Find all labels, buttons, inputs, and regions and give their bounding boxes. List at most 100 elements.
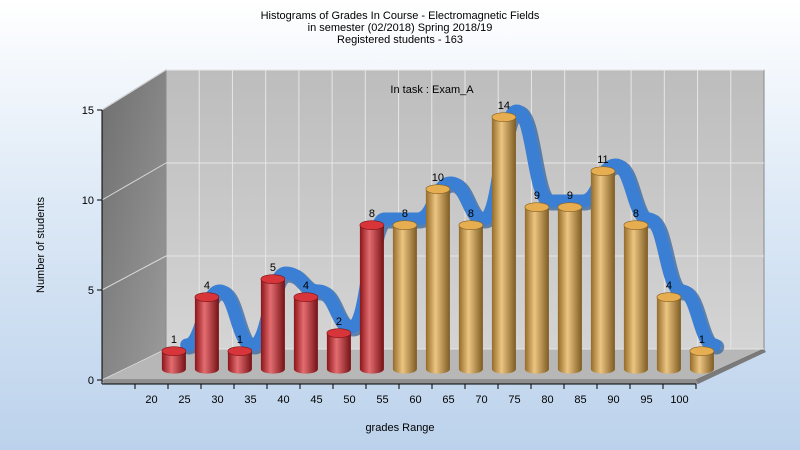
x-tick-label: 55 xyxy=(376,394,388,406)
bar-value-label: 8 xyxy=(369,208,375,220)
bar-top xyxy=(293,292,319,302)
bar: 1 xyxy=(227,334,253,374)
left-wall xyxy=(101,69,167,381)
x-tick-label: 80 xyxy=(541,394,553,406)
bar-body xyxy=(293,297,318,374)
bar-top xyxy=(656,292,682,302)
x-tick-label: 45 xyxy=(310,394,322,406)
x-tick-label: 75 xyxy=(508,394,520,406)
bar-body xyxy=(656,297,681,374)
x-tick-label: 70 xyxy=(475,394,487,406)
floor-edge xyxy=(102,380,698,384)
title-line-1: Histograms of Grades In Course - Electro… xyxy=(260,10,540,22)
bar-value-label: 1 xyxy=(237,334,243,346)
x-tick-label: 25 xyxy=(178,394,190,406)
bar-value-label: 1 xyxy=(699,334,705,346)
title-line-2: in semester (02/2018) Spring 2018/19 xyxy=(307,22,493,34)
x-tick-label: 65 xyxy=(442,394,454,406)
x-tick-label: 20 xyxy=(145,394,157,406)
x-axis-title: grades Range xyxy=(365,422,434,434)
annotation-label: In task : Exam_A xyxy=(390,84,474,96)
bar-body xyxy=(689,351,714,374)
bar-top xyxy=(392,220,418,230)
bar-top xyxy=(161,346,187,356)
bar: 5 xyxy=(260,262,286,374)
bar-top xyxy=(524,202,550,212)
x-tick-label: 30 xyxy=(211,394,223,406)
y-tick-label: 5 xyxy=(88,285,94,297)
bar-value-label: 8 xyxy=(633,208,639,220)
bar-body xyxy=(458,225,483,374)
x-tick-label: 85 xyxy=(574,394,586,406)
y-tick-label: 15 xyxy=(82,105,94,117)
bar: 8 xyxy=(359,208,385,374)
bar-value-label: 4 xyxy=(204,280,210,292)
grid-line-wall xyxy=(101,255,167,291)
bar-value-label: 5 xyxy=(270,262,276,274)
bar-top xyxy=(194,292,220,302)
bar-body xyxy=(194,297,219,374)
bar: 4 xyxy=(293,280,319,374)
x-tick-label: 100 xyxy=(670,394,688,406)
bar-value-label: 4 xyxy=(303,280,309,292)
bar-top xyxy=(260,274,286,284)
bar-body xyxy=(491,117,516,374)
bar: 10 xyxy=(425,172,451,374)
bar-top xyxy=(557,202,583,212)
floor-side-edge xyxy=(696,349,766,384)
bar-body xyxy=(359,225,384,374)
bar-value-label: 8 xyxy=(402,208,408,220)
x-tick-label: 60 xyxy=(409,394,421,406)
x-tick-label: 35 xyxy=(244,394,256,406)
grid-line-wall xyxy=(101,162,167,201)
bar-body xyxy=(326,333,351,374)
y-tick-label: 0 xyxy=(88,375,94,387)
bar: 9 xyxy=(524,190,550,374)
bar-value-label: 1 xyxy=(171,334,177,346)
bar-body xyxy=(524,207,549,374)
x-tick-label: 90 xyxy=(607,394,619,406)
bar-top xyxy=(458,220,484,230)
x-tick-label: 95 xyxy=(640,394,652,406)
x-tick-label: 50 xyxy=(343,394,355,406)
bar-top xyxy=(590,166,616,176)
bar: 14 xyxy=(491,100,517,374)
bar-top xyxy=(689,346,715,356)
bar: 1 xyxy=(161,334,187,374)
bar-value-label: 8 xyxy=(468,208,474,220)
bar-value-label: 9 xyxy=(534,190,540,202)
y-tick-label: 10 xyxy=(82,195,94,207)
bar-value-label: 2 xyxy=(336,316,342,328)
bar-value-label: 14 xyxy=(498,100,510,112)
bar-value-label: 9 xyxy=(567,190,573,202)
bar: 8 xyxy=(392,208,418,374)
bar-body xyxy=(590,171,615,374)
chart-title: Histograms of Grades In Course - Electro… xyxy=(0,10,800,46)
bar-body xyxy=(425,189,450,374)
bar: 8 xyxy=(458,208,484,374)
x-tick-label: 40 xyxy=(277,394,289,406)
bar-body xyxy=(161,351,186,374)
bar-value-label: 4 xyxy=(666,280,672,292)
bar-top xyxy=(491,112,517,122)
y-axis-title: Number of students xyxy=(35,197,47,293)
bar: 2 xyxy=(326,316,352,374)
bar: 4 xyxy=(194,280,220,374)
grid-line-wall xyxy=(101,348,167,381)
bar-top xyxy=(227,346,253,356)
bar-top xyxy=(359,220,385,230)
bar-top xyxy=(623,220,649,230)
bar: 4 xyxy=(656,280,682,374)
bar: 8 xyxy=(623,208,649,374)
title-line-3: Registered students - 163 xyxy=(337,34,463,46)
bar-body xyxy=(392,225,417,374)
bar-body xyxy=(227,351,252,374)
bar: 11 xyxy=(590,154,616,374)
bar-body xyxy=(623,225,648,374)
bar-top xyxy=(326,328,352,338)
bar: 1 xyxy=(689,334,715,374)
grid-line-wall xyxy=(101,69,167,111)
bar-value-label: 10 xyxy=(432,172,444,184)
bar-top xyxy=(425,184,451,194)
